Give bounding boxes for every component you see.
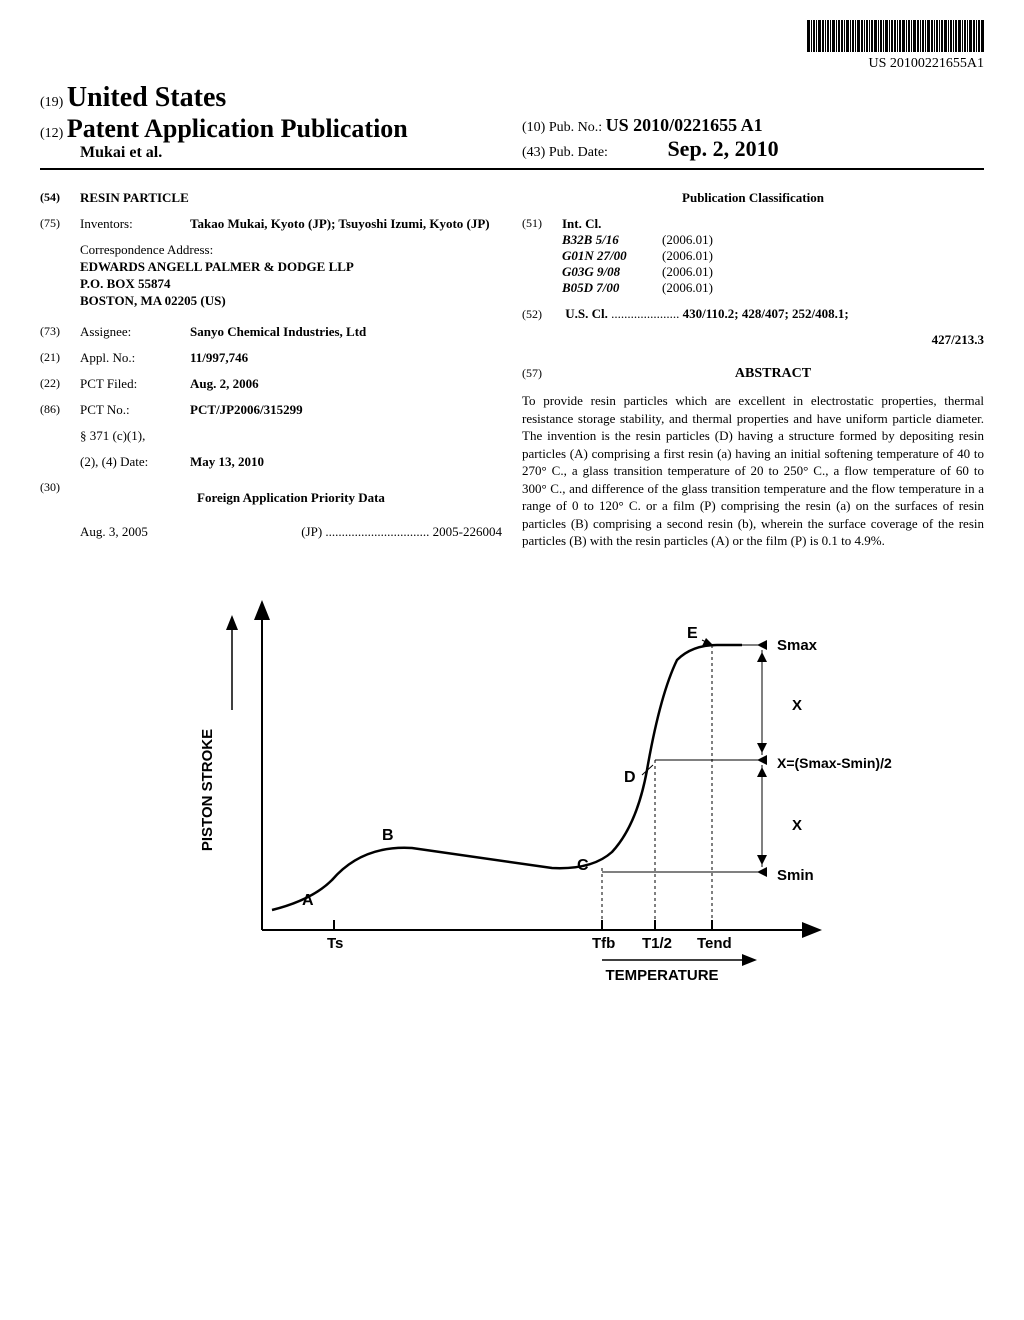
svg-text:Ts: Ts — [327, 935, 343, 952]
foreign-date: Aug. 3, 2005 — [80, 524, 148, 540]
appl-label: Appl. No.: — [80, 350, 190, 366]
class-year-0: (2006.01) — [662, 232, 713, 248]
s371-label: § 371 (c)(1), — [80, 428, 190, 444]
pub-num-code: (10) — [522, 120, 545, 135]
assignee-value: Sanyo Chemical Industries, Ltd — [190, 324, 502, 340]
uscl-label: U.S. Cl. — [565, 306, 608, 321]
intcl-code: (51) — [522, 216, 562, 232]
pub-num: US 2010/0221655 A1 — [606, 115, 763, 135]
class-year-1: (2006.01) — [662, 248, 713, 264]
appl-value: 11/997,746 — [190, 350, 502, 366]
foreign-app: 2005-226004 — [433, 524, 502, 539]
svg-text:Smin: Smin — [777, 867, 814, 884]
svg-text:X=(Smax-Smin)/2: X=(Smax-Smin)/2 — [777, 755, 892, 771]
foreign-header: Foreign Application Priority Data — [80, 490, 502, 506]
country-name: United States — [67, 82, 226, 113]
svg-text:Smax: Smax — [777, 637, 818, 654]
svg-text:Tend: Tend — [697, 935, 732, 952]
foreign-code: (30) — [40, 480, 80, 514]
barcode — [807, 20, 984, 52]
svg-text:Tfb: Tfb — [592, 935, 615, 952]
svg-text:T1/2: T1/2 — [642, 935, 672, 952]
pct-filed-label: PCT Filed: — [80, 376, 190, 392]
uscl-dots: ..................... — [611, 306, 679, 321]
barcode-number: US 20100221655A1 — [40, 56, 984, 72]
inventors-label: Inventors: — [80, 216, 190, 232]
assignee-label: Assignee: — [80, 324, 190, 340]
svg-text:C: C — [577, 857, 589, 874]
foreign-country: (JP) — [301, 524, 322, 539]
abstract-code: (57) — [522, 366, 562, 381]
s371-date: May 13, 2010 — [190, 454, 502, 470]
pub-date-label: Pub. Date: — [549, 145, 608, 160]
title-code: (54) — [40, 190, 80, 206]
class-symbol-2: G03G 9/08 — [562, 264, 662, 280]
svg-text:TEMPERATURE: TEMPERATURE — [605, 967, 718, 984]
class-symbol-1: G01N 27/00 — [562, 248, 662, 264]
assignee-code: (73) — [40, 324, 80, 340]
class-year-2: (2006.01) — [662, 264, 713, 280]
inventors-code: (75) — [40, 216, 80, 232]
svg-text:D: D — [624, 769, 636, 786]
piston-stroke-chart: PISTON STROKE TEMPERATURE — [102, 590, 922, 990]
pub-date: Sep. 2, 2010 — [667, 136, 778, 161]
country-code: (19) — [40, 95, 63, 110]
class-year-3: (2006.01) — [662, 280, 713, 296]
pub-title: Patent Application Publication — [67, 114, 408, 143]
pct-no-code: (86) — [40, 402, 80, 418]
abstract-header: ABSTRACT — [562, 366, 984, 382]
class-symbol-0: B32B 5/16 — [562, 232, 662, 248]
uscl-code: (52) — [522, 307, 562, 322]
corr-name: EDWARDS ANGELL PALMER & DODGE LLP — [80, 259, 502, 276]
appl-code: (21) — [40, 350, 80, 366]
pub-num-label: Pub. No.: — [549, 120, 602, 135]
class-symbol-3: B05D 7/00 — [562, 280, 662, 296]
svg-text:X: X — [792, 817, 802, 834]
abstract-text: To provide resin particles which are exc… — [522, 392, 984, 550]
uscl-nums: 430/110.2; 428/407; 252/408.1; — [683, 306, 849, 321]
corr-label: Correspondence Address: — [80, 242, 502, 259]
svg-text:PISTON STROKE: PISTON STROKE — [199, 729, 216, 851]
intcl-label: Int. Cl. — [562, 216, 622, 232]
s371-label2: (2), (4) Date: — [80, 454, 190, 470]
foreign-dots: ................................ — [325, 524, 429, 539]
svg-text:E: E — [687, 625, 698, 642]
pub-class-header: Publication Classification — [522, 190, 984, 206]
uscl-cont: 427/213.3 — [522, 332, 984, 348]
svg-text:B: B — [382, 827, 394, 844]
svg-text:X: X — [792, 697, 802, 714]
corr-city: BOSTON, MA 02205 (US) — [80, 293, 502, 310]
inventors-value: Takao Mukai, Kyoto (JP); Tsuyoshi Izumi,… — [190, 216, 502, 232]
pct-no-value: PCT/JP2006/315299 — [190, 402, 502, 418]
pub-date-code: (43) — [522, 145, 545, 160]
svg-text:A: A — [302, 892, 314, 909]
invention-title: RESIN PARTICLE — [80, 190, 189, 206]
pub-code: (12) — [40, 126, 63, 141]
pct-filed-value: Aug. 2, 2006 — [190, 376, 502, 392]
corr-box: P.O. BOX 55874 — [80, 276, 502, 293]
pct-no-label: PCT No.: — [80, 402, 190, 418]
authors: Mukai et al. — [40, 144, 502, 162]
pct-filed-code: (22) — [40, 376, 80, 392]
